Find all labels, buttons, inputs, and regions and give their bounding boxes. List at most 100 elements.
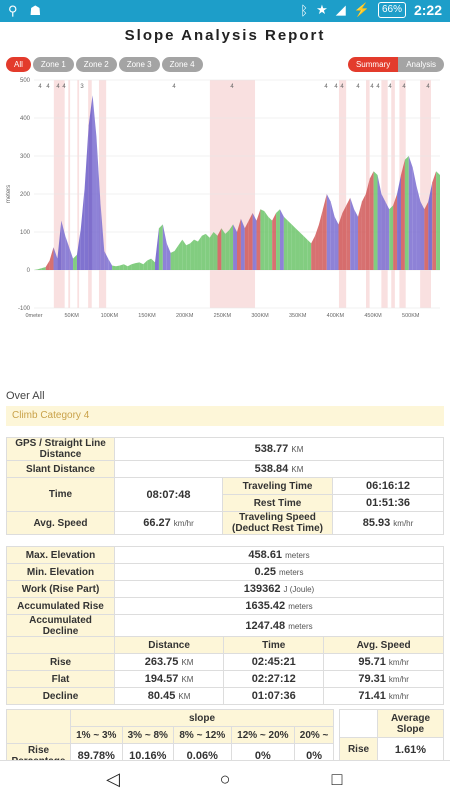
tab-zone-3[interactable]: Zone 3 [118, 57, 160, 72]
elevation-segment [69, 247, 74, 270]
elevation-segment [303, 235, 308, 270]
elevation-segment [96, 137, 101, 270]
elevation-segment [225, 230, 230, 270]
max-elevation-label: Max. Elevation [6, 546, 115, 564]
elevation-segment [276, 209, 280, 270]
elevation-segment [369, 171, 374, 270]
elevation-segment [88, 95, 93, 270]
view-tabs: Summary Analysis [347, 57, 444, 72]
avg-speed-value: 66.27 km/hr [114, 511, 223, 535]
elevation-segment [221, 228, 226, 270]
grade-marker: 4 [172, 84, 176, 90]
page-title: Slope Analysis Report [124, 27, 326, 44]
x-tick-label: 250KM [214, 313, 232, 319]
recents-icon[interactable]: □ [331, 769, 343, 789]
elevation-segment [178, 239, 183, 270]
y-tick-label: 400 [20, 116, 31, 122]
tab-zone-2[interactable]: Zone 2 [75, 57, 117, 72]
avg-slope-rise-value: 1.61% [377, 737, 444, 762]
y-tick-label: -100 [18, 306, 31, 312]
elevation-segment [299, 232, 304, 270]
grade-marker: 4 [376, 84, 380, 90]
elevation-segment [256, 209, 261, 270]
grade-marker: 4 [356, 84, 360, 90]
tab-all[interactable]: All [6, 57, 31, 72]
signal-icon: ◢ [335, 2, 346, 17]
elevation-segment [213, 232, 218, 270]
tab-analysis[interactable]: Analysis [398, 57, 444, 72]
time-header: Time [223, 636, 325, 654]
range-3-header: 8% ~ 12% [173, 726, 232, 744]
x-tick-label: 0meter [25, 313, 42, 319]
elevation-segment [260, 209, 265, 270]
elevation-segment [342, 205, 347, 270]
elevation-segment [322, 194, 327, 270]
elevation-segment [420, 201, 425, 270]
range-5-header: 20% ~ [294, 726, 334, 744]
elevation-segment [53, 247, 58, 270]
climb-category: Climb Category 4 [6, 406, 444, 426]
elevation-segment [108, 258, 113, 270]
elevation-segment [131, 263, 136, 270]
home-icon[interactable]: ○ [219, 769, 231, 789]
elevation-segment [151, 258, 156, 270]
elevation-segment [432, 171, 437, 270]
elevation-segment [166, 243, 171, 270]
elevation-segment [295, 228, 300, 270]
elevation-segment [408, 156, 413, 270]
elevation-segment [397, 175, 401, 270]
elevation-segment [358, 201, 362, 270]
elevation-segment [139, 262, 144, 270]
flat-time: 02:27:12 [223, 670, 325, 688]
grade-marker: 4 [62, 84, 66, 90]
elevation-segment [436, 171, 440, 270]
traveling-speed-value: 85.93 km/hr [332, 511, 444, 535]
elevation-segment [127, 264, 132, 270]
slant-distance-value: 538.84 KM [114, 460, 444, 478]
charging-icon: ⚡ [353, 2, 370, 17]
tab-summary[interactable]: Summary [347, 57, 399, 72]
elevation-segment [373, 171, 378, 270]
grade-marker: 4 [56, 84, 60, 90]
average-slope-header: Average Slope [377, 709, 444, 738]
time-label: Time [6, 477, 115, 512]
accumulated-decline-value: 1247.48 meters [114, 614, 444, 638]
grade-marker: 4 [334, 84, 338, 90]
bluetooth-icon: ᛒ [300, 2, 309, 18]
nav-bar: ◁ ○ □ [0, 760, 450, 800]
x-tick-label: 50KM [64, 313, 79, 319]
avg-slope-rise-label: Rise [339, 737, 378, 762]
elevation-segment [272, 213, 277, 270]
back-icon[interactable]: ◁ [106, 769, 120, 789]
x-tick-label: 450KM [364, 313, 382, 319]
corner-cell [6, 636, 115, 654]
avg-speed-header: Avg. Speed [323, 636, 444, 654]
elevation-segment [217, 228, 222, 270]
y-tick-label: 100 [20, 230, 31, 236]
elevation-segment [92, 95, 97, 270]
x-tick-label: 300KM [251, 313, 269, 319]
y-tick-label: 300 [20, 154, 31, 160]
elevation-segment [162, 224, 167, 270]
elevation-segment [190, 239, 195, 270]
elevation-segment [311, 235, 316, 270]
distance-time-table: GPS / Straight Line Distance 538.77 KM S… [6, 437, 444, 535]
grade-marker: 4 [38, 84, 42, 90]
elevation-segment [389, 205, 394, 270]
elevation-segment [287, 220, 292, 270]
rest-time-value: 01:51:36 [332, 494, 444, 512]
elevation-segment [268, 216, 273, 270]
elevation-segment [385, 201, 390, 270]
range-4-header: 12% ~ 20% [230, 726, 296, 744]
elevation-segment [354, 209, 359, 270]
avg-speed-label: Avg. Speed [6, 511, 115, 535]
accumulated-rise-label: Accumulated Rise [6, 597, 115, 615]
tab-zone-4[interactable]: Zone 4 [161, 57, 203, 72]
elevation-segment [365, 178, 370, 270]
elevation-segment [240, 218, 245, 270]
tab-zone-1[interactable]: Zone 1 [32, 57, 74, 72]
accumulated-decline-label: Accumulated Decline [6, 614, 115, 638]
flat-distance: 194.57 KM [113, 670, 225, 688]
elevation-segment [135, 262, 140, 270]
